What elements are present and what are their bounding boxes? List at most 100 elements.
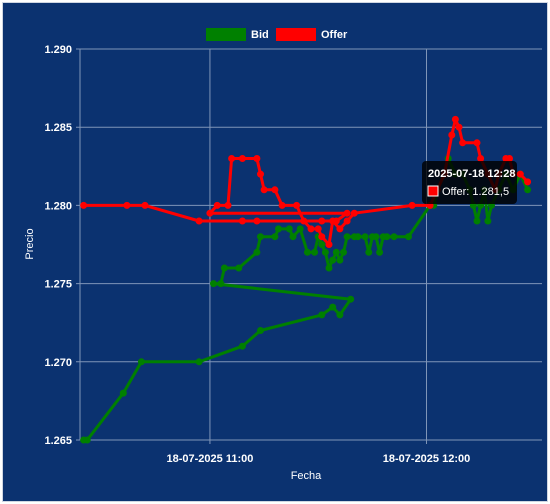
bid-legend-swatch[interactable] (206, 28, 246, 41)
tooltip-swatch (427, 185, 439, 197)
bid-data-point[interactable] (332, 248, 340, 256)
offer-data-point[interactable] (477, 155, 485, 162)
offer-data-point[interactable] (253, 155, 261, 162)
bid-data-point[interactable] (285, 225, 293, 233)
y-tick-label: 1.265 (44, 435, 72, 447)
offer-data-point[interactable] (238, 217, 246, 225)
offer-data-point[interactable] (318, 217, 326, 225)
bid-data-point[interactable] (296, 225, 304, 233)
offer-legend-label[interactable]: Offer (321, 29, 348, 41)
bid-data-point[interactable] (405, 233, 412, 241)
offer-data-point[interactable] (213, 201, 221, 209)
offer-data-point[interactable] (224, 201, 232, 209)
bid-data-point[interactable] (275, 225, 282, 233)
axis-layer: 1.265 1.270 1.275 1.280 1.285 1.290 18-07-2025… (44, 44, 470, 465)
bid-data-point[interactable] (354, 233, 362, 241)
bid-data-point[interactable] (372, 233, 380, 241)
bid-data-point[interactable] (83, 436, 91, 444)
offer-data-point[interactable] (141, 201, 149, 209)
bid-data-point[interactable] (340, 248, 347, 256)
bid-data-point[interactable] (329, 256, 337, 264)
bid-data-point[interactable] (484, 217, 492, 225)
offer-data-point[interactable] (455, 123, 463, 131)
offer-data-point[interactable] (473, 139, 481, 147)
y-tick-label: 1.280 (44, 200, 72, 212)
offer-data-point[interactable] (238, 155, 246, 162)
bid-data-point[interactable] (195, 358, 203, 366)
bid-data-point[interactable] (473, 217, 481, 225)
tooltip: 2025-07-18 12:28 Offer: 1.281,5 (422, 161, 517, 204)
offer-data-point[interactable] (123, 201, 131, 209)
offer-data-point[interactable] (524, 178, 532, 186)
bid-data-point[interactable] (311, 248, 319, 256)
offer-data-point[interactable] (350, 209, 358, 217)
y-axis-title: Precio (24, 228, 36, 259)
bid-data-point[interactable] (253, 248, 261, 256)
y-tick-label: 1.285 (44, 122, 72, 134)
offer-data-point[interactable] (278, 201, 286, 209)
bid-data-point[interactable] (137, 358, 145, 366)
offer-data-point[interactable] (293, 201, 301, 209)
bid-data-point[interactable] (235, 264, 243, 272)
bid-data-point[interactable] (257, 327, 264, 334)
offer-data-point[interactable] (336, 225, 344, 233)
bid-data-point[interactable] (119, 389, 127, 397)
bid-data-point[interactable] (289, 233, 297, 241)
bid-data-point[interactable] (390, 233, 398, 241)
offer-data-point[interactable] (195, 217, 203, 225)
offer-data-point[interactable] (253, 217, 261, 225)
offer-data-point[interactable] (343, 209, 351, 217)
offer-data-point[interactable] (343, 217, 351, 225)
x-tick-label: 18-07-2025 11:00 (167, 453, 254, 465)
bid-data-point[interactable] (318, 311, 326, 319)
offer-legend-swatch[interactable] (276, 28, 316, 41)
bid-data-point[interactable] (343, 233, 351, 241)
tooltip-box (422, 161, 517, 204)
bid-data-point[interactable] (257, 233, 264, 241)
bid-data-point[interactable] (303, 248, 311, 256)
bid-data-point[interactable] (238, 342, 246, 350)
bid-data-point[interactable] (524, 186, 532, 194)
bid-data-point[interactable] (336, 311, 344, 319)
offer-data-point[interactable] (314, 225, 322, 233)
bid-data-point[interactable] (217, 280, 225, 288)
offer-data-point[interactable] (318, 233, 326, 241)
offer-data-point[interactable] (260, 186, 268, 194)
offer-data-point[interactable] (228, 155, 236, 162)
bid-legend-label[interactable]: Bid (251, 29, 269, 41)
offer-data-point[interactable] (506, 155, 513, 162)
grid-layer (76, 48, 542, 444)
bid-data-point[interactable] (361, 233, 369, 241)
x-tick-label: 18-07-2025 12:00 (383, 453, 470, 465)
x-axis-title: Fecha (291, 470, 322, 482)
bid-data-point[interactable] (325, 264, 333, 272)
bid-data-point[interactable] (321, 248, 329, 256)
y-tick-label: 1.275 (44, 279, 72, 291)
offer-data-point[interactable] (206, 209, 214, 217)
bid-data-point[interactable] (376, 248, 384, 256)
bid-data-point[interactable] (347, 295, 355, 303)
offer-data-point[interactable] (448, 131, 456, 139)
bid-data-point[interactable] (336, 256, 344, 264)
bid-data-point[interactable] (220, 264, 228, 272)
offer-data-point[interactable] (257, 170, 264, 178)
bid-data-point[interactable] (365, 248, 373, 256)
bid-data-point[interactable] (329, 303, 337, 311)
bid-data-point[interactable] (318, 241, 326, 248)
bid-data-point[interactable] (383, 233, 391, 241)
y-tick-label: 1.270 (44, 357, 72, 369)
offer-data-point[interactable] (451, 115, 459, 123)
offer-data-point[interactable] (307, 225, 315, 233)
offer-data-point[interactable] (516, 170, 524, 178)
bid-data-point[interactable] (210, 280, 217, 288)
bid-data-point[interactable] (271, 233, 279, 241)
offer-data-point[interactable] (459, 139, 467, 147)
offer-data-point[interactable] (329, 217, 337, 225)
offer-data-point[interactable] (80, 201, 88, 209)
offer-data-point[interactable] (408, 201, 416, 209)
offer-data-point[interactable] (325, 241, 333, 248)
legend: Bid Offer (206, 28, 348, 41)
offer-data-point[interactable] (271, 186, 279, 194)
offer-data-point[interactable] (300, 217, 308, 225)
